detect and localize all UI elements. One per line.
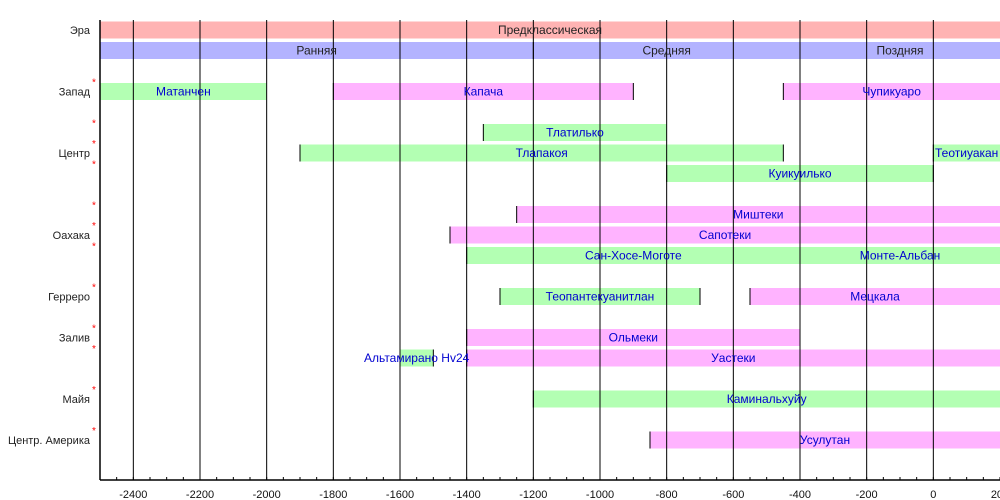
bar-Миштеки (516, 206, 1000, 223)
bar-label: Монте-Альбан (860, 249, 941, 263)
x-tick-label: -1000 (586, 489, 614, 500)
bar-label: Матанчен (156, 85, 211, 99)
bar-label: Средняя (642, 44, 690, 58)
labels-layer: Предклассическая Эра Ранняя Средняя Поздняя М… (8, 23, 1000, 500)
bar-label: Альтамирано Hv24 (364, 351, 470, 365)
bar-label: Сапотеки (699, 228, 751, 242)
x-tick-label: -1800 (319, 489, 347, 500)
bar-label: Ранняя (296, 44, 337, 58)
bar-label: Тлапакоя (516, 146, 568, 160)
bar-Мецкала (750, 288, 1000, 305)
bar-label: Мецкала (850, 290, 900, 304)
bar-label: Предклассическая (498, 23, 602, 37)
x-tick-label: -1600 (386, 489, 414, 500)
x-tick-label: -1200 (519, 489, 547, 500)
x-tick-label: -800 (656, 489, 678, 500)
x-tick-label: 200 (991, 489, 1000, 500)
x-tick-label: -400 (789, 489, 811, 500)
star-icon: * (92, 242, 96, 253)
x-tick-label: -2400 (119, 489, 147, 500)
bar-Ольмеки (466, 329, 800, 346)
x-tick-label: -600 (722, 489, 744, 500)
row-label: Майя (62, 394, 90, 406)
bar-label: Усулутан (800, 433, 850, 447)
row-label: Центр (59, 148, 91, 160)
bar-Капача (333, 83, 634, 100)
star-icon: * (92, 160, 96, 171)
x-tick-label: 0 (930, 489, 936, 500)
bar-label: Каминальхуйу (727, 392, 807, 406)
star-icon: * (92, 324, 96, 335)
grid-layer (99, 20, 1000, 481)
star-icon: * (92, 119, 96, 130)
bar-Тлатилько (483, 124, 667, 141)
bar-Теотиуакан (933, 144, 1000, 162)
bar-label: Ольмеки (609, 331, 658, 345)
bar-Предклассическая (100, 21, 1000, 39)
star-icon: * (92, 201, 96, 212)
bar-Матанчен (100, 83, 267, 100)
star-icon: * (92, 139, 96, 150)
x-tick-label: -2200 (186, 489, 214, 500)
row-label: Запад (59, 87, 91, 99)
bar-label: Куикуилько (768, 167, 831, 181)
bar-Тлапакоя (300, 144, 784, 162)
star-icon: * (92, 221, 96, 232)
star-icon: * (92, 283, 96, 294)
star-icon: * (92, 78, 96, 89)
row-label: Герреро (48, 292, 90, 304)
bar-Каминальхуйу (533, 390, 1000, 408)
bar-label: Тлатилько (546, 126, 604, 140)
x-tick-label: -2000 (253, 489, 281, 500)
star-icon: * (92, 426, 96, 437)
bar-Монте-Альбан (800, 247, 1000, 264)
bar-label: Теопантекуанитлан (546, 290, 655, 304)
row-label: Залив (59, 333, 90, 345)
bar-Усулутан (650, 431, 1000, 449)
bar-label: Чупикуаро (862, 85, 921, 99)
row-label: Центр. Америка (8, 435, 91, 447)
star-icon: * (92, 385, 96, 396)
bar-Сан-Хосе-Моготе (466, 247, 800, 264)
x-tick-label: -1400 (453, 489, 481, 500)
x-tick-label: -200 (856, 489, 878, 500)
bar-label: Поздняя (876, 44, 923, 58)
bar-label: Капача (464, 85, 504, 99)
bar-label: Сан-Хосе-Моготе (585, 249, 682, 263)
bar-Чупикуаро (783, 83, 1000, 100)
bar-label: Уастеки (711, 351, 755, 365)
bar-Сапотеки (450, 226, 1000, 244)
bar-Альтамирано Hv24 (400, 349, 434, 367)
star-icon: * (92, 344, 96, 355)
row-label: Эра (70, 25, 91, 37)
bar-label: Миштеки (733, 208, 783, 222)
bar-Поздняя (800, 42, 1000, 59)
bar-Ранняя (100, 42, 534, 59)
bar-label: Теотиуакан (935, 146, 998, 160)
row-label: Оахака (53, 230, 91, 242)
